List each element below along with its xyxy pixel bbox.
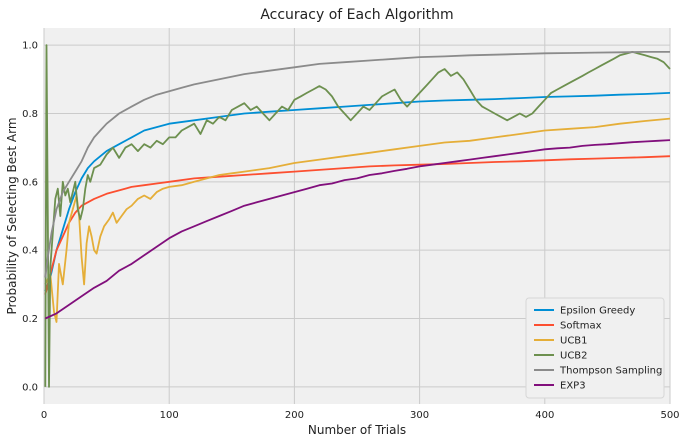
series-line-ucb2 xyxy=(44,44,671,388)
series-line-epsilon-greedy xyxy=(44,92,671,292)
y-tick-label: 0.6 xyxy=(22,177,38,188)
y-tick-label: 0.8 xyxy=(22,109,38,120)
x-tick-label: 500 xyxy=(660,410,679,421)
legend: Epsilon Greedy Softmax UCB1 UCB2 Thompson Sa… xyxy=(525,297,665,399)
series-lines xyxy=(44,44,671,388)
legend-entry: Softmax xyxy=(560,321,602,332)
y-tick-label: 0.0 xyxy=(22,382,38,393)
x-axis-title: Number of Trials xyxy=(308,423,406,437)
tick-labels: 0 100 200 300 400 500 0.0 0.2 0.4 0.6 0.8 1.0 xyxy=(22,41,679,421)
y-tick-label: 0.2 xyxy=(22,314,38,325)
x-tick-label: 200 xyxy=(285,410,304,421)
series-line-exp3 xyxy=(44,139,671,320)
x-tick-label: 300 xyxy=(410,410,429,421)
chart-title: Accuracy of Each Algorithm xyxy=(260,7,453,23)
legend-entry: EXP3 xyxy=(560,381,586,392)
legend-entry: UCB1 xyxy=(560,336,588,347)
legend-entry: Thompson Sampling xyxy=(559,366,662,377)
y-tick-label: 0.4 xyxy=(22,246,38,257)
legend-entry: Epsilon Greedy xyxy=(560,306,635,317)
y-axis-title: Probability of Selecting Best Arm xyxy=(5,117,19,314)
legend-box xyxy=(525,297,665,399)
x-tick-label: 0 xyxy=(41,410,47,421)
x-tick-label: 100 xyxy=(160,410,179,421)
x-tick-label: 400 xyxy=(535,410,554,421)
series-line-thompson-sampling xyxy=(44,51,670,278)
y-tick-label: 1.0 xyxy=(22,41,38,52)
legend-entry: UCB2 xyxy=(560,351,588,362)
